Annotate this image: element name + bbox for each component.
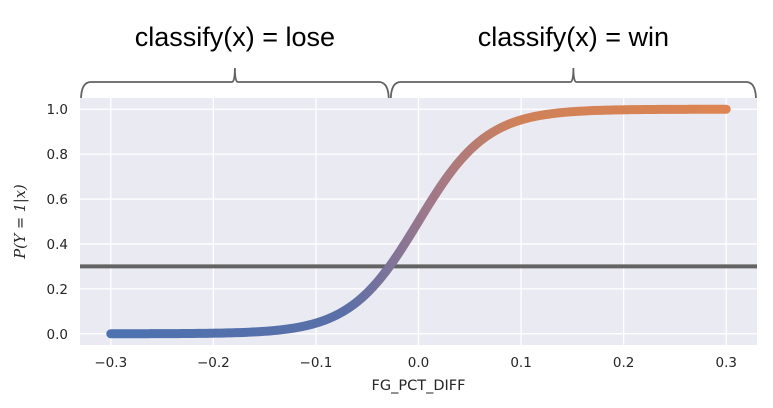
x-tick-label: −0.1 — [300, 355, 333, 371]
x-tick-labels: −0.3 −0.2 −0.1 0.0 0.1 0.2 0.3 — [94, 355, 737, 371]
x-axis-label: FG_PCT_DIFF — [372, 378, 466, 394]
x-tick-label: 0.2 — [613, 355, 634, 371]
brace-lose — [80, 67, 390, 101]
y-tick-label: 0.4 — [47, 237, 68, 253]
x-tick-label: 0.3 — [715, 355, 736, 371]
sigmoid-curve — [106, 104, 731, 339]
y-tick-label: 0.8 — [47, 147, 68, 163]
x-tick-label: 0.1 — [510, 355, 531, 371]
y-tick-label: 0.0 — [47, 327, 68, 343]
region-label-win: classify(x) = win — [478, 22, 669, 52]
y-tick-label: 1.0 — [47, 102, 68, 118]
y-tick-label: 0.2 — [47, 282, 68, 298]
region-annotations: classify(x) = lose classify(x) = win — [80, 22, 757, 101]
y-axis-label: P(Y = 1|x) — [13, 184, 29, 259]
y-tick-labels: 0.0 0.2 0.4 0.6 0.8 1.0 — [47, 102, 68, 343]
region-label-lose: classify(x) = lose — [135, 22, 335, 52]
brace-win — [389, 67, 757, 101]
x-tick-label: −0.3 — [94, 355, 127, 371]
y-tick-label: 0.6 — [47, 192, 68, 208]
x-tick-label: −0.2 — [197, 355, 230, 371]
x-tick-label: 0.0 — [408, 355, 429, 371]
